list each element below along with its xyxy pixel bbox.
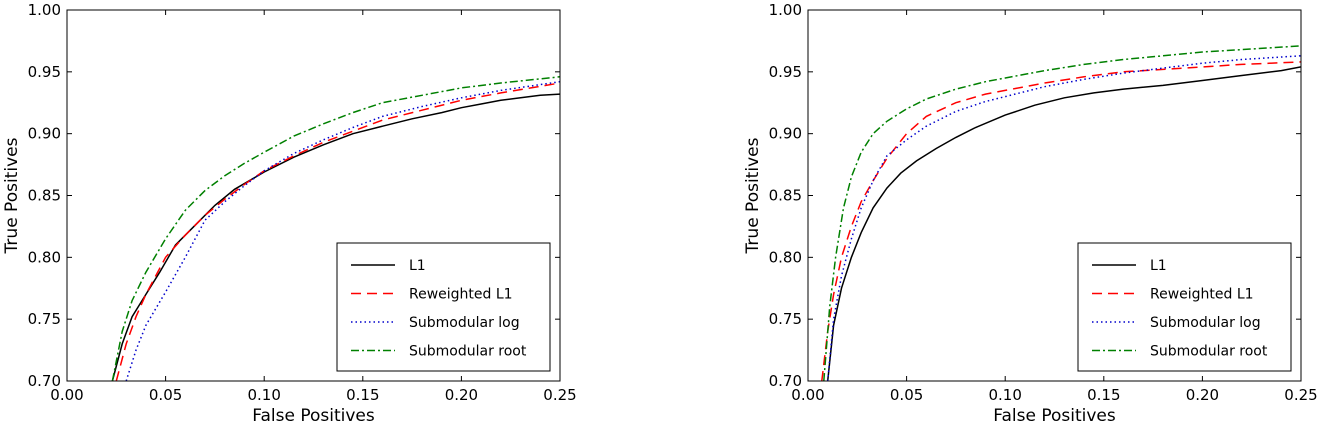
x-tick-label: 0.00 [50, 386, 83, 404]
series-line-reweighted-l1 [821, 61, 1301, 381]
y-tick-label: 0.80 [769, 248, 802, 266]
x-tick-label: 0.20 [1186, 386, 1219, 404]
legend-entry: L1 [1150, 258, 1167, 274]
series-line-l1 [826, 66, 1301, 381]
series-line-submodular-log [826, 55, 1301, 381]
series-line-l1 [111, 93, 560, 381]
chart-panel-2: 0.00 0.05 0.10 0.15 0.20 0.25 0.70 0.75 0.80 0.85… [743, 1, 1318, 426]
chart-panel-1: 0.00 0.05 0.10 0.15 0.20 0.25 0.70 0.75 0.80 0.85… [2, 1, 577, 426]
legend-entry: Submodular log [1150, 315, 1261, 331]
x-tick-label: 0.05 [890, 386, 923, 404]
y-tick-label: 0.90 [28, 125, 61, 143]
legend-entry: Submodular root [409, 344, 527, 360]
x-tick-label: 0.25 [543, 386, 576, 404]
y-tick-label: 0.75 [769, 310, 802, 328]
y-tick-label: 0.95 [28, 63, 61, 81]
legend: L1 Reweighted L1 Submodular log Submodular … [1077, 242, 1292, 372]
x-tick-label: 0.05 [149, 386, 182, 404]
series-line-submodular-root [111, 76, 560, 381]
legend-entry: Submodular log [409, 315, 520, 331]
series-line-submodular-root [823, 45, 1301, 381]
y-tick-label: 0.80 [28, 248, 61, 266]
x-tick-label: 0.15 [1087, 386, 1120, 404]
y-tick-label: 0.75 [28, 310, 61, 328]
x-axis-label: False Positives [252, 406, 375, 426]
x-tick-label: 0.10 [247, 386, 280, 404]
y-axis-label: True Positives [2, 137, 22, 254]
legend-entry: Submodular root [1150, 344, 1268, 360]
x-tick-label: 0.10 [988, 386, 1021, 404]
series-line-submodular-log [125, 80, 560, 381]
y-tick-label: 1.00 [28, 1, 61, 19]
legend-entry: Reweighted L1 [1150, 287, 1254, 303]
legend-entry: Reweighted L1 [409, 287, 513, 303]
x-axis-label: False Positives [993, 406, 1116, 426]
series-line-reweighted-l1 [115, 82, 560, 381]
x-tick-label: 0.15 [346, 386, 379, 404]
legend-entry: L1 [409, 258, 426, 274]
y-tick-label: 0.85 [769, 187, 802, 205]
x-tick-label: 0.25 [1284, 386, 1317, 404]
x-tick-label: 0.00 [791, 386, 824, 404]
y-tick-label: 0.70 [769, 372, 802, 390]
y-tick-label: 0.70 [28, 372, 61, 390]
y-tick-label: 0.95 [769, 63, 802, 81]
y-axis-label: True Positives [743, 137, 763, 254]
legend: L1 Reweighted L1 Submodular log Submodular … [336, 242, 551, 372]
y-tick-label: 0.85 [28, 187, 61, 205]
y-tick-label: 0.90 [769, 125, 802, 143]
y-tick-label: 1.00 [769, 1, 802, 19]
x-tick-label: 0.20 [445, 386, 478, 404]
